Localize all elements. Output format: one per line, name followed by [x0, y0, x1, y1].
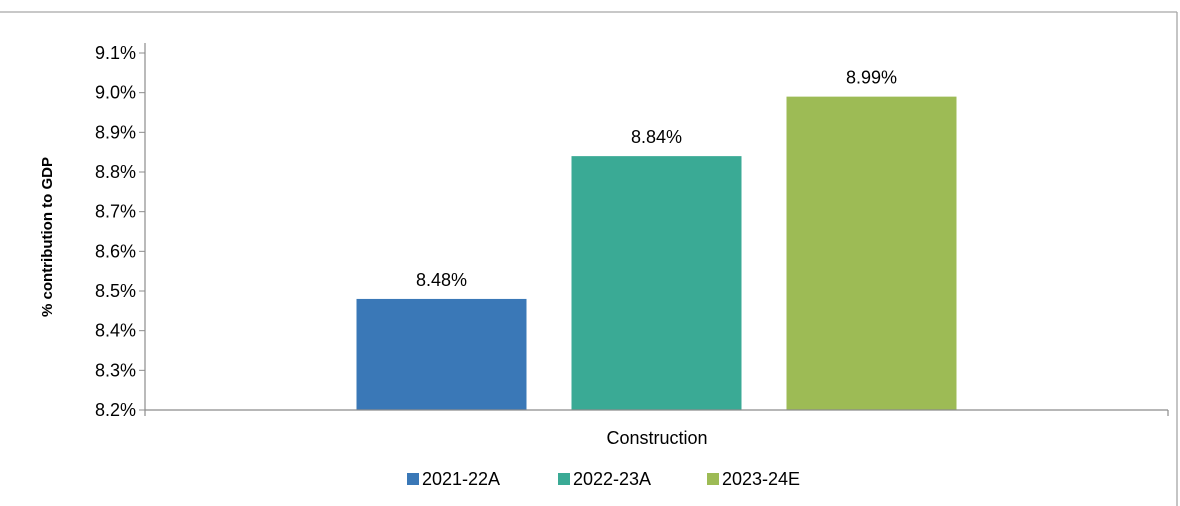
y-tick-label: 8.6%: [95, 241, 136, 261]
y-tick-label: 8.8%: [95, 162, 136, 182]
legend-label-2023-24E: 2023-24E: [722, 469, 800, 489]
y-tick-label: 8.4%: [95, 321, 136, 341]
legend-label-2021-22A: 2021-22A: [422, 469, 500, 489]
bars: 8.48% 8.84% 8.99%: [356, 68, 957, 410]
legend: 2021-22A 2022-23A 2023-24E: [407, 469, 800, 489]
data-label-2023-24E: 8.99%: [846, 68, 897, 88]
y-tick-label: 8.9%: [95, 122, 136, 142]
y-tick-label: 8.5%: [95, 281, 136, 301]
legend-label-2022-23A: 2022-23A: [573, 469, 651, 489]
y-tick-label: 9.0%: [95, 83, 136, 103]
bar-2022-23A: [571, 156, 742, 410]
y-axis-title: % contribution to GDP: [39, 157, 56, 317]
axes: [144, 43, 1169, 416]
bar-2023-24E: [786, 96, 957, 410]
bar-2021-22A: [356, 298, 527, 410]
y-tick-label: 8.3%: [95, 360, 136, 380]
legend-swatch-2022-23A: [558, 473, 570, 485]
legend-swatch-2023-24E: [707, 473, 719, 485]
data-label-2022-23A: 8.84%: [631, 127, 682, 147]
y-tick-label: 8.7%: [95, 202, 136, 222]
y-tick-label: 8.2%: [95, 400, 136, 420]
y-axis-ticks: 8.2% 8.3% 8.4% 8.5% 8.6% 8.7% 8.8% 8.9% 9.0% 9.1%: [95, 43, 145, 420]
data-label-2021-22A: 8.48%: [416, 270, 467, 290]
legend-swatch-2021-22A: [407, 473, 419, 485]
x-category-label: Construction: [606, 428, 707, 448]
y-tick-label: 9.1%: [95, 43, 136, 63]
